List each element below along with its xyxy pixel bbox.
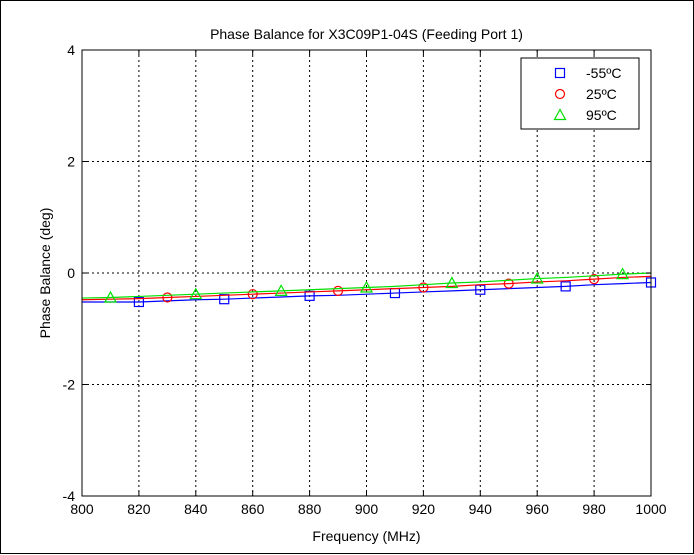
x-tick-label: 920 (412, 501, 436, 517)
y-axis-label: Phase Balance (deg) (37, 208, 53, 339)
legend-box (520, 57, 640, 130)
data-point-square (133, 296, 144, 308)
data-point-circle (418, 282, 429, 293)
data-point-circle (162, 292, 173, 303)
x-tick-label: 1000 (635, 501, 666, 517)
data-point-triangle (189, 287, 203, 300)
data-point-triangle (359, 280, 374, 293)
legend-label: 95ºC (586, 107, 617, 123)
series-layer (81, 267, 657, 308)
x-tick-label: 820 (127, 501, 151, 517)
chart-title: Phase Balance for X3C09P1-04S (Feeding P… (210, 26, 523, 42)
series-line (81, 272, 652, 299)
data-point-circle (503, 278, 514, 289)
legend-label: -55ºC (586, 65, 621, 81)
x-tick-label: 800 (70, 501, 94, 517)
x-tick-label: 980 (582, 501, 606, 517)
legend-marker-circle (554, 88, 566, 100)
series-1 (82, 277, 657, 308)
data-point-triangle (530, 271, 544, 284)
y-tick-label: -2 (63, 377, 76, 393)
y-tick-label: 2 (67, 154, 75, 170)
y-tick-label: 0 (67, 265, 75, 281)
x-tick-label: 840 (184, 501, 208, 517)
x-tick-label: 960 (526, 501, 550, 517)
data-point-triangle (274, 284, 288, 296)
series-line (82, 281, 652, 303)
y-tick-label: 4 (67, 42, 75, 58)
data-point-triangle (616, 267, 630, 280)
x-tick-label: 860 (241, 501, 265, 517)
x-tick-label: 940 (469, 501, 493, 517)
series-3 (81, 267, 652, 303)
series-2 (81, 274, 652, 303)
legend-label: 25ºC (586, 86, 617, 102)
data-point-circle (332, 285, 344, 296)
grid (82, 50, 651, 496)
legend: -55ºC 25ºC 95ºC (520, 57, 640, 130)
y-tick-label: -4 (63, 488, 76, 504)
data-point-triangle (445, 276, 459, 289)
series-line (81, 275, 652, 301)
data-point-circle (588, 274, 600, 285)
legend-marker-triangle (553, 108, 567, 121)
legend-marker-square (554, 67, 566, 79)
data-point-triangle (103, 290, 117, 303)
x-axis-label: Frequency (MHz) (312, 528, 420, 544)
ticks: 800 820 840 860 880 900 920 940 960 980 1000 -4 -2 0 2… (63, 42, 667, 517)
data-point-circle (247, 289, 258, 300)
data-point-square (560, 281, 571, 292)
x-tick-label: 900 (355, 501, 379, 517)
x-tick-label: 880 (298, 501, 322, 517)
